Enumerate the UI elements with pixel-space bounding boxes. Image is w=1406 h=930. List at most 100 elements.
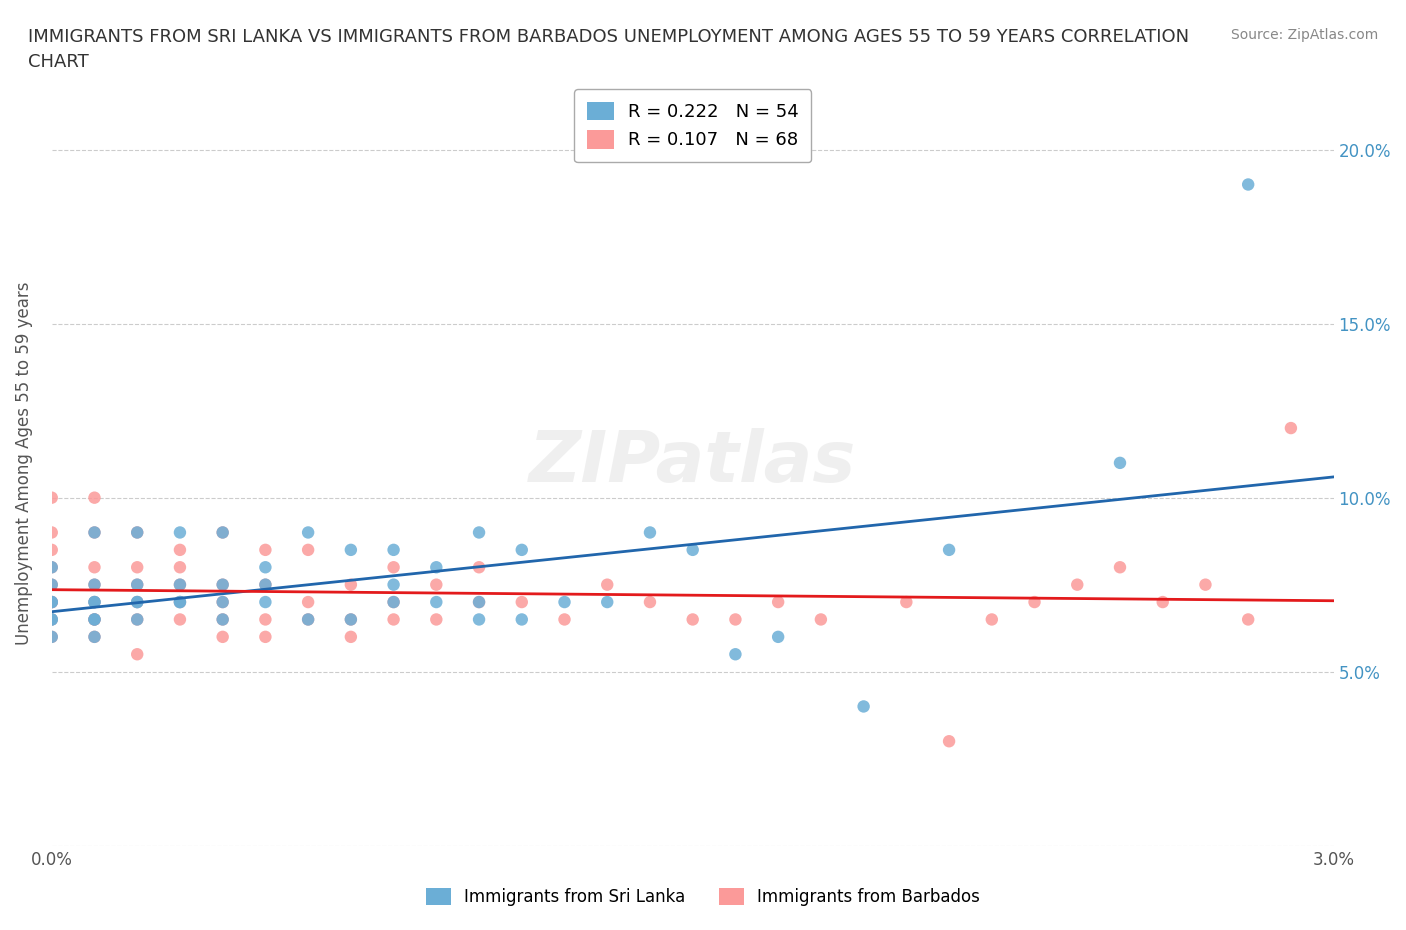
Point bbox=[41, 612, 63, 627]
Point bbox=[425, 612, 447, 627]
Point bbox=[1109, 456, 1132, 471]
Point bbox=[340, 612, 363, 627]
Point bbox=[211, 612, 233, 627]
Point bbox=[1279, 420, 1302, 435]
Point bbox=[896, 594, 918, 609]
Text: ZIPatlas: ZIPatlas bbox=[529, 429, 856, 498]
Point bbox=[425, 594, 447, 609]
Point bbox=[510, 542, 533, 557]
Point bbox=[169, 578, 191, 592]
Point bbox=[83, 525, 105, 540]
Point bbox=[553, 612, 575, 627]
Point bbox=[211, 612, 233, 627]
Point bbox=[83, 630, 105, 644]
Text: Source: ZipAtlas.com: Source: ZipAtlas.com bbox=[1230, 28, 1378, 42]
Point bbox=[41, 578, 63, 592]
Point bbox=[41, 525, 63, 540]
Point bbox=[254, 594, 277, 609]
Point bbox=[83, 578, 105, 592]
Point bbox=[980, 612, 1002, 627]
Point bbox=[1194, 578, 1216, 592]
Point bbox=[41, 594, 63, 609]
Point bbox=[83, 612, 105, 627]
Point bbox=[127, 594, 149, 609]
Point bbox=[83, 594, 105, 609]
Point bbox=[382, 594, 405, 609]
Y-axis label: Unemployment Among Ages 55 to 59 years: Unemployment Among Ages 55 to 59 years bbox=[15, 281, 32, 644]
Point bbox=[1066, 578, 1088, 592]
Point bbox=[41, 594, 63, 609]
Point bbox=[254, 578, 277, 592]
Point bbox=[41, 594, 63, 609]
Point bbox=[340, 542, 363, 557]
Point bbox=[41, 560, 63, 575]
Point bbox=[297, 612, 319, 627]
Point bbox=[382, 542, 405, 557]
Point bbox=[810, 612, 832, 627]
Point bbox=[510, 594, 533, 609]
Point bbox=[211, 525, 233, 540]
Point bbox=[41, 630, 63, 644]
Point bbox=[340, 630, 363, 644]
Point bbox=[510, 612, 533, 627]
Point bbox=[211, 525, 233, 540]
Point bbox=[127, 612, 149, 627]
Point bbox=[169, 594, 191, 609]
Point bbox=[1152, 594, 1174, 609]
Point bbox=[724, 646, 747, 661]
Point bbox=[468, 560, 491, 575]
Point bbox=[211, 630, 233, 644]
Point bbox=[553, 594, 575, 609]
Point bbox=[127, 578, 149, 592]
Point bbox=[425, 578, 447, 592]
Point bbox=[382, 578, 405, 592]
Point bbox=[41, 630, 63, 644]
Point bbox=[41, 578, 63, 592]
Point bbox=[169, 612, 191, 627]
Point bbox=[724, 612, 747, 627]
Point bbox=[638, 594, 661, 609]
Point bbox=[682, 542, 704, 557]
Legend: R = 0.222   N = 54, R = 0.107   N = 68: R = 0.222 N = 54, R = 0.107 N = 68 bbox=[574, 89, 811, 162]
Point bbox=[83, 612, 105, 627]
Point bbox=[211, 578, 233, 592]
Point bbox=[127, 525, 149, 540]
Legend: Immigrants from Sri Lanka, Immigrants from Barbados: Immigrants from Sri Lanka, Immigrants fr… bbox=[419, 881, 987, 912]
Text: IMMIGRANTS FROM SRI LANKA VS IMMIGRANTS FROM BARBADOS UNEMPLOYMENT AMONG AGES 55: IMMIGRANTS FROM SRI LANKA VS IMMIGRANTS … bbox=[28, 28, 1189, 71]
Point bbox=[766, 630, 789, 644]
Point bbox=[127, 646, 149, 661]
Point bbox=[169, 594, 191, 609]
Point bbox=[41, 612, 63, 627]
Point bbox=[382, 594, 405, 609]
Point bbox=[169, 560, 191, 575]
Point bbox=[938, 542, 960, 557]
Point bbox=[169, 525, 191, 540]
Point bbox=[468, 594, 491, 609]
Point bbox=[297, 542, 319, 557]
Point bbox=[938, 734, 960, 749]
Point bbox=[682, 612, 704, 627]
Point bbox=[41, 594, 63, 609]
Point bbox=[852, 699, 875, 714]
Point bbox=[1237, 177, 1260, 192]
Point bbox=[169, 594, 191, 609]
Point bbox=[127, 594, 149, 609]
Point bbox=[83, 525, 105, 540]
Point bbox=[83, 594, 105, 609]
Point bbox=[468, 612, 491, 627]
Point bbox=[254, 578, 277, 592]
Point bbox=[254, 630, 277, 644]
Point bbox=[1024, 594, 1046, 609]
Point bbox=[41, 490, 63, 505]
Point bbox=[468, 594, 491, 609]
Point bbox=[83, 612, 105, 627]
Point bbox=[83, 630, 105, 644]
Point bbox=[254, 560, 277, 575]
Point bbox=[297, 525, 319, 540]
Point bbox=[127, 594, 149, 609]
Point bbox=[127, 612, 149, 627]
Point bbox=[1237, 612, 1260, 627]
Point bbox=[41, 612, 63, 627]
Point bbox=[127, 525, 149, 540]
Point bbox=[127, 560, 149, 575]
